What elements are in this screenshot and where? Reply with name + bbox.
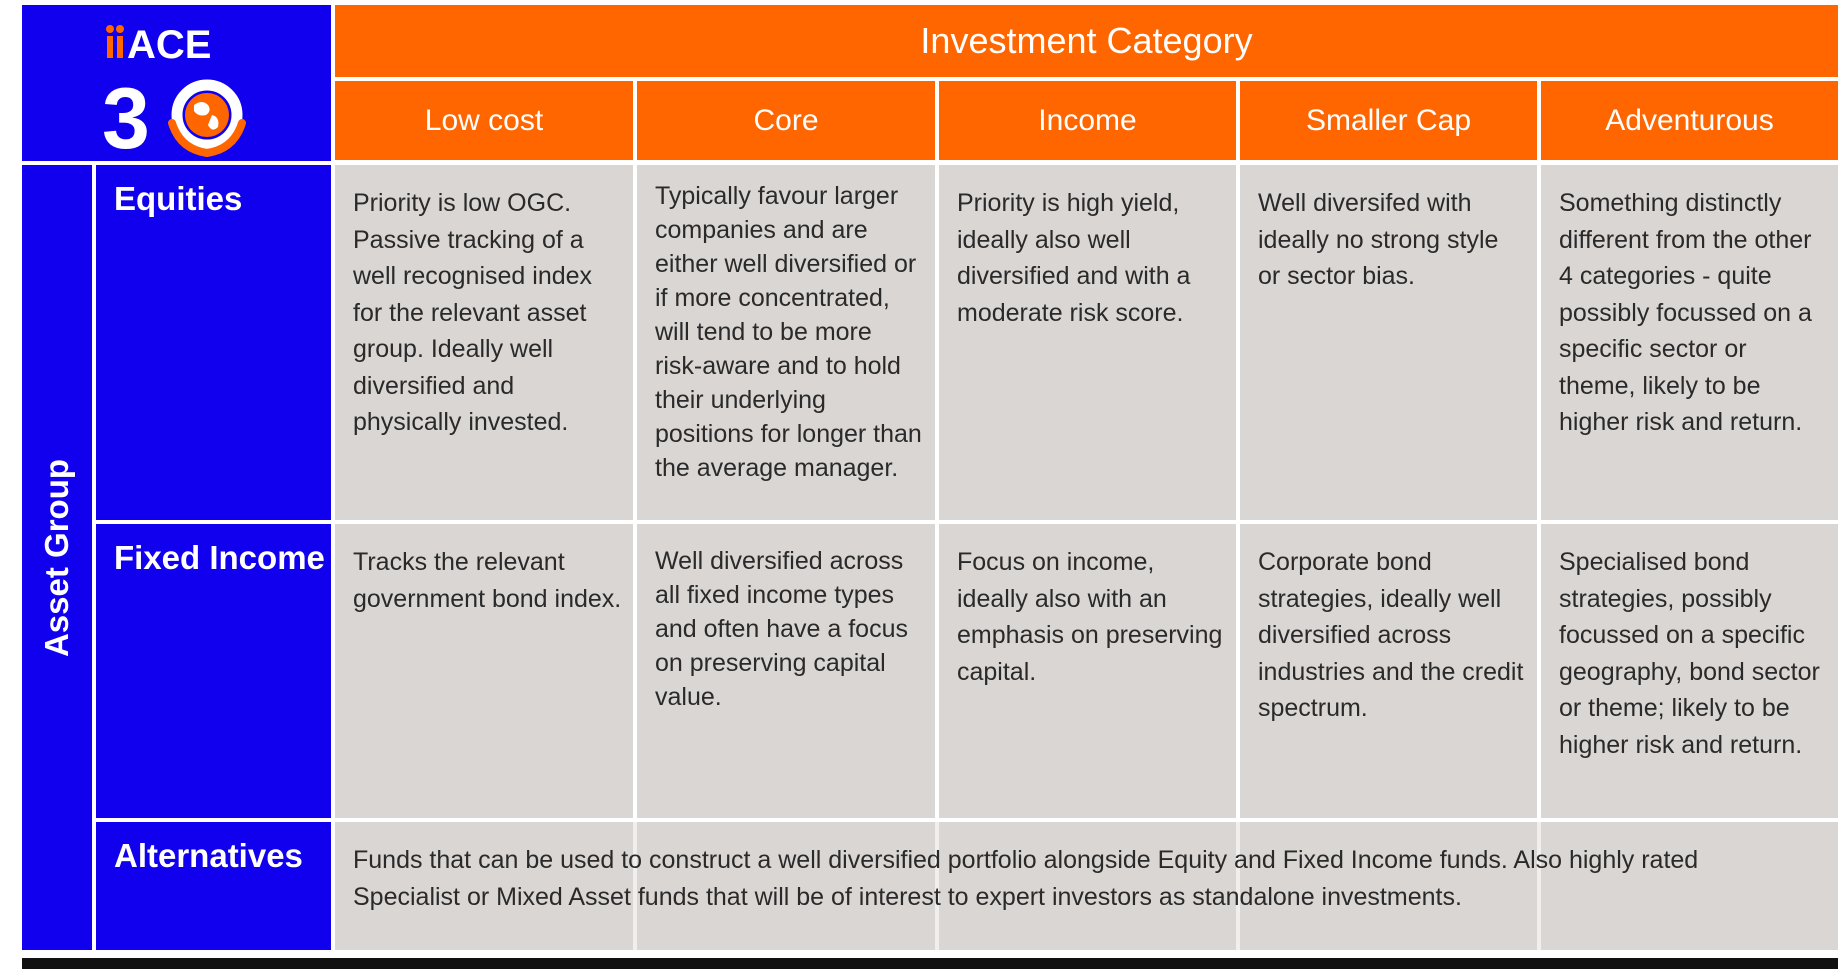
row-label-alternatives: Alternatives <box>96 822 331 950</box>
cell-fixed-income-smaller-cap: Corporate bond strategies, ideally well … <box>1240 524 1537 818</box>
divider <box>1537 822 1541 950</box>
ace30-logo-graphic: ACE 3 <box>102 23 246 167</box>
column-header-adventurous: Adventurous <box>1541 81 1838 160</box>
cell-equities-smaller-cap: Well diversifed with ideally no strong s… <box>1240 165 1537 520</box>
row-label-fixed-income: Fixed Income <box>96 524 331 818</box>
footer-bar <box>22 958 1838 969</box>
divider <box>935 822 939 950</box>
column-header-low-cost: Low cost <box>335 81 633 160</box>
ace30-logo: ACE 3 <box>22 5 331 167</box>
divider <box>1236 822 1240 950</box>
cell-alternatives-background <box>335 822 1838 950</box>
cell-fixed-income-income: Focus on income, ideally also with an em… <box>939 524 1236 818</box>
column-header-income: Income <box>939 81 1236 160</box>
cell-equities-core: Typically favour larger companies and ar… <box>637 165 935 520</box>
cell-fixed-income-core: Well diversified across all fixed income… <box>637 524 935 818</box>
cell-alternatives-merged: Funds that can be used to construct a we… <box>353 846 1699 911</box>
asset-group-text: Asset Group <box>38 458 76 657</box>
cell-equities-low-cost: Priority is low OGC. Passive tracking of… <box>335 165 633 520</box>
column-header-smaller-cap: Smaller Cap <box>1240 81 1537 160</box>
cell-fixed-income-adventurous: Specialised bond strategies, possibly fo… <box>1541 524 1838 818</box>
cell-equities-adventurous: Something distinctly different from the … <box>1541 165 1838 520</box>
asset-group-label: Asset Group <box>22 165 92 950</box>
cell-equities-income: Priority is high yield, ideally also wel… <box>939 165 1236 520</box>
cell-fixed-income-low-cost: Tracks the relevant government bond inde… <box>335 524 633 818</box>
row-label-equities: Equities <box>96 165 331 520</box>
column-header-core: Core <box>637 81 935 160</box>
logo-ace-text: ACE <box>127 23 211 67</box>
divider <box>633 822 637 950</box>
investment-category-header: Investment Category <box>335 5 1838 77</box>
svg-text:3: 3 <box>102 71 150 161</box>
